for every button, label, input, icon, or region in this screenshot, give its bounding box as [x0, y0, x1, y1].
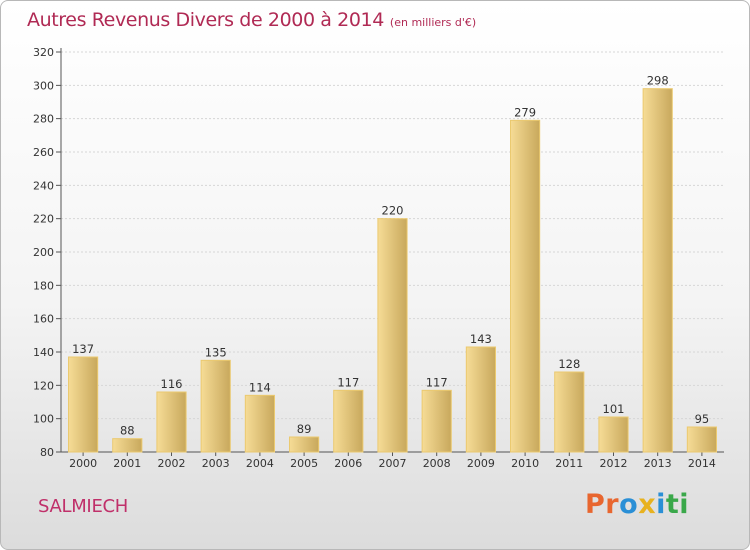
chart-subtitle: (en milliers d'€): [389, 16, 477, 29]
bar-2011: [554, 371, 585, 453]
logo-letter: x: [638, 489, 657, 520]
logo-letter: i: [679, 489, 690, 520]
logo-letter: P: [585, 489, 606, 520]
logo-letter: o: [619, 489, 639, 520]
x-tick-label-2005: 2005: [290, 457, 318, 470]
bar-2013: [642, 88, 673, 453]
bar-2005: [289, 436, 320, 453]
bar-2012: [598, 416, 629, 453]
data-label-2006: 117: [337, 375, 359, 389]
y-tick-label: 240: [33, 179, 54, 192]
y-tick-label: 320: [33, 46, 54, 59]
x-tick-label-2010: 2010: [511, 457, 539, 470]
bar-2007: [377, 218, 408, 453]
y-tick-label: 180: [33, 279, 54, 292]
data-label-2004: 114: [249, 380, 271, 394]
logo-letter: i: [656, 489, 666, 520]
y-tick-label: 300: [33, 79, 54, 92]
data-label-2007: 220: [382, 204, 404, 218]
chart-title: Autres Revenus Divers de 2000 à 2014 (en …: [27, 9, 476, 31]
data-label-2001: 88: [120, 424, 135, 438]
bar-2000: [68, 356, 99, 453]
data-label-2011: 128: [558, 357, 580, 371]
y-tick-label: 200: [33, 246, 54, 259]
x-tick-label-2004: 2004: [246, 457, 274, 470]
bar-2014: [686, 426, 717, 453]
data-label-2008: 117: [426, 375, 448, 389]
x-tick-label-2001: 2001: [113, 457, 141, 470]
x-tick-label-2003: 2003: [202, 457, 230, 470]
data-label-2005: 89: [297, 422, 312, 436]
bar-2009: [465, 346, 496, 453]
location-label: SALMIECH: [38, 496, 129, 517]
data-label-2009: 143: [470, 332, 492, 346]
x-tick-label-2014: 2014: [688, 457, 716, 470]
data-label-2003: 135: [205, 345, 227, 359]
x-tick-label-2000: 2000: [69, 457, 97, 470]
bar-2003: [200, 359, 231, 453]
x-tick-label-2012: 2012: [600, 457, 628, 470]
bar-2010: [510, 119, 541, 453]
proxiti-logo: Proxiti: [585, 489, 689, 520]
y-tick-label: 120: [33, 379, 54, 392]
data-label-2013: 298: [647, 74, 669, 88]
chart-title-text: Autres Revenus Divers de 2000 à 2014: [27, 9, 384, 31]
y-tick-label: 80: [40, 446, 54, 459]
labels: 2000 137 2001 88 2002 116 2003 135 2004 114 2005 89…: [69, 74, 716, 470]
data-label-2012: 101: [603, 402, 625, 416]
x-tick-label-2008: 2008: [423, 457, 451, 470]
x-tick-label-2011: 2011: [555, 457, 583, 470]
y-tick-label: 220: [33, 213, 54, 226]
data-label-2014: 95: [695, 412, 710, 426]
logo-letter: t: [665, 489, 680, 520]
x-tick-label-2007: 2007: [379, 457, 407, 470]
logo-letter: r: [605, 489, 620, 520]
bar-2002: [156, 391, 187, 453]
bar-2001: [112, 438, 143, 453]
y-tick-label: 160: [33, 313, 54, 326]
bar-2004: [244, 394, 275, 453]
data-label-2010: 279: [514, 105, 536, 119]
bar-2006: [333, 389, 364, 453]
x-tick-label-2009: 2009: [467, 457, 495, 470]
data-label-2000: 137: [72, 342, 94, 356]
x-tick-label-2002: 2002: [158, 457, 186, 470]
x-tick-label-2013: 2013: [644, 457, 672, 470]
y-tick-label: 100: [33, 413, 54, 426]
axes: 80 100 120 140 160 180 200 220 240 260 280 300 320: [33, 46, 724, 459]
data-label-2002: 116: [161, 377, 183, 391]
bar-2008: [421, 389, 452, 453]
bars: [68, 88, 717, 453]
y-tick-label: 280: [33, 113, 54, 126]
y-tick-label: 140: [33, 346, 54, 359]
x-tick-label-2006: 2006: [334, 457, 362, 470]
y-tick-label: 260: [33, 146, 54, 159]
